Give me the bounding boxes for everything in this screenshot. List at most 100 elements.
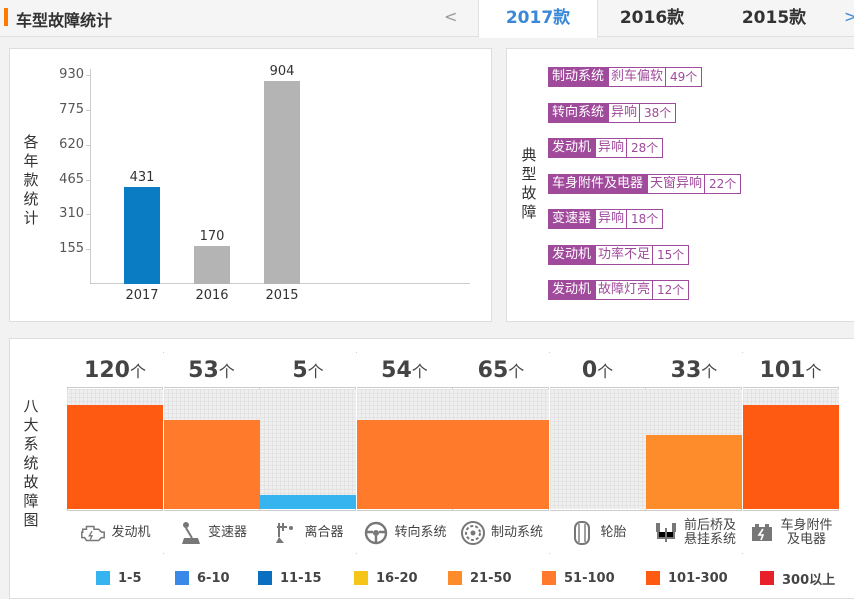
- fault-item[interactable]: 发动机 故障灯亮 12个: [548, 280, 690, 300]
- system-column[interactable]: 120个 发动机: [67, 352, 163, 554]
- system-level-area: [549, 389, 646, 509]
- x-tick-label: 2017: [125, 288, 159, 303]
- system-name-row: 车身附件 及电器: [742, 510, 839, 554]
- legend-item: 300以上: [760, 569, 836, 588]
- fault-count: 22个: [705, 173, 742, 194]
- legend-swatch: [448, 571, 462, 585]
- system-level-area: [356, 389, 453, 509]
- prev-arrow-icon[interactable]: <: [444, 7, 458, 26]
- system-count: 5个: [260, 352, 356, 388]
- legend-label: 300以上: [782, 572, 836, 588]
- next-arrow-icon[interactable]: >: [844, 7, 854, 26]
- steering-wheel-icon: [362, 519, 390, 547]
- system-count-value: 0: [581, 358, 598, 383]
- fault-count: 15个: [653, 244, 690, 265]
- fault-system: 发动机: [548, 138, 596, 158]
- tire-icon: [568, 519, 596, 547]
- legend-label: 51-100: [564, 570, 615, 586]
- legend-swatch: [258, 571, 272, 585]
- system-count: 65个: [453, 352, 549, 388]
- system-name-label: 变速器: [207, 524, 247, 540]
- gear-shift-icon: [176, 519, 204, 547]
- system-column[interactable]: 65个 制动系统: [453, 352, 549, 554]
- bar-value-label: 170: [199, 228, 225, 244]
- system-column[interactable]: 53个变速器: [163, 352, 260, 554]
- legend-label: 16-20: [376, 570, 418, 586]
- fault-system: 转向系统: [548, 102, 609, 123]
- system-count-unit: 个: [411, 362, 428, 381]
- fault-item[interactable]: 发动机 异响 28个: [548, 138, 664, 158]
- fault-description: 异响: [595, 138, 628, 158]
- fault-system: 发动机: [548, 280, 596, 300]
- system-level-area: [67, 389, 163, 509]
- yearly-stats-label: 各年款统计: [23, 133, 39, 227]
- system-count: 120个: [67, 352, 163, 388]
- title-accent: [4, 8, 8, 26]
- system-column[interactable]: 0个轮胎: [549, 352, 646, 554]
- bar-2016[interactable]: [194, 245, 230, 284]
- fault-item[interactable]: 车身附件及电器 天窗异响 22个: [548, 173, 742, 194]
- system-name-row: 变速器: [163, 510, 260, 554]
- fault-system: 变速器: [548, 209, 596, 229]
- system-column[interactable]: 33个 前后桥及 悬挂系统: [646, 352, 742, 554]
- legend-item: 16-20: [354, 569, 418, 587]
- system-level-fill: [453, 420, 549, 509]
- fault-item[interactable]: 制动系统 刹车偏软 49个: [548, 67, 703, 87]
- fault-count: 12个: [653, 280, 690, 300]
- suspension-icon: [652, 519, 680, 547]
- y-tick-label: 775: [59, 101, 84, 117]
- fault-system: 车身附件及电器: [548, 173, 648, 194]
- fault-item[interactable]: 转向系统 异响 38个: [548, 102, 677, 123]
- fault-item[interactable]: 变速器 异响 18个: [548, 209, 664, 229]
- legend-swatch: [96, 571, 110, 585]
- y-tick-mark: [86, 249, 90, 251]
- legend-item: 11-15: [258, 569, 322, 587]
- bar-2017[interactable]: [124, 187, 160, 284]
- legend-label: 101-300: [668, 570, 728, 586]
- system-level-area: [742, 389, 839, 509]
- legend-item: 21-50: [448, 569, 512, 587]
- system-level-area: [453, 389, 549, 509]
- system-count-value: 101: [759, 358, 806, 383]
- system-name-row: 转向系统: [356, 510, 453, 554]
- fault-item[interactable]: 发动机 功率不足 15个: [548, 244, 690, 265]
- system-level-area: [646, 389, 742, 509]
- system-count-value: 53: [188, 358, 219, 383]
- legend-swatch: [760, 571, 774, 585]
- system-level-fill: [646, 434, 742, 509]
- fault-description: 异响: [608, 102, 641, 123]
- clutch-pedal-icon: [272, 519, 300, 547]
- bar-value-label: 431: [129, 170, 155, 186]
- system-column[interactable]: 5个 离合器: [260, 352, 356, 554]
- legend-swatch: [354, 571, 368, 585]
- engine-icon: [79, 519, 107, 547]
- system-count-value: 33: [670, 358, 702, 383]
- fault-description: 天窗异响: [647, 173, 706, 194]
- bar-2015[interactable]: [264, 80, 300, 284]
- legend-swatch: [175, 571, 189, 585]
- y-tick-mark: [86, 179, 90, 181]
- system-name-label: 轮胎: [600, 524, 627, 540]
- fault-count: 49个: [666, 67, 703, 87]
- legend-label: 11-15: [280, 570, 322, 586]
- tab-2017[interactable]: 2017款: [478, 0, 598, 38]
- system-count: 101个: [742, 352, 839, 388]
- y-tick-label: 930: [59, 67, 84, 82]
- y-tick-mark: [86, 109, 90, 111]
- x-tick-label: 2016: [195, 288, 229, 303]
- x-tick-label: 2015: [265, 288, 299, 303]
- fault-system: 制动系统: [548, 67, 609, 87]
- system-count: 0个: [549, 352, 646, 388]
- system-count-unit: 个: [218, 362, 235, 381]
- tab-2016[interactable]: 2016款: [619, 8, 685, 28]
- system-column[interactable]: 54个 转向系统: [356, 352, 453, 554]
- system-count-unit: 个: [307, 362, 324, 381]
- tab-2015[interactable]: 2015款: [741, 8, 807, 28]
- system-count-unit: 个: [129, 362, 146, 381]
- system-name-row: 前后桥及 悬挂系统: [646, 510, 742, 554]
- legend-label: 6-10: [197, 570, 230, 586]
- system-column[interactable]: 101个车身附件 及电器: [742, 352, 839, 554]
- legend-swatch: [542, 571, 556, 585]
- system-level-area: [260, 389, 356, 509]
- brake-disc-icon: [459, 519, 487, 547]
